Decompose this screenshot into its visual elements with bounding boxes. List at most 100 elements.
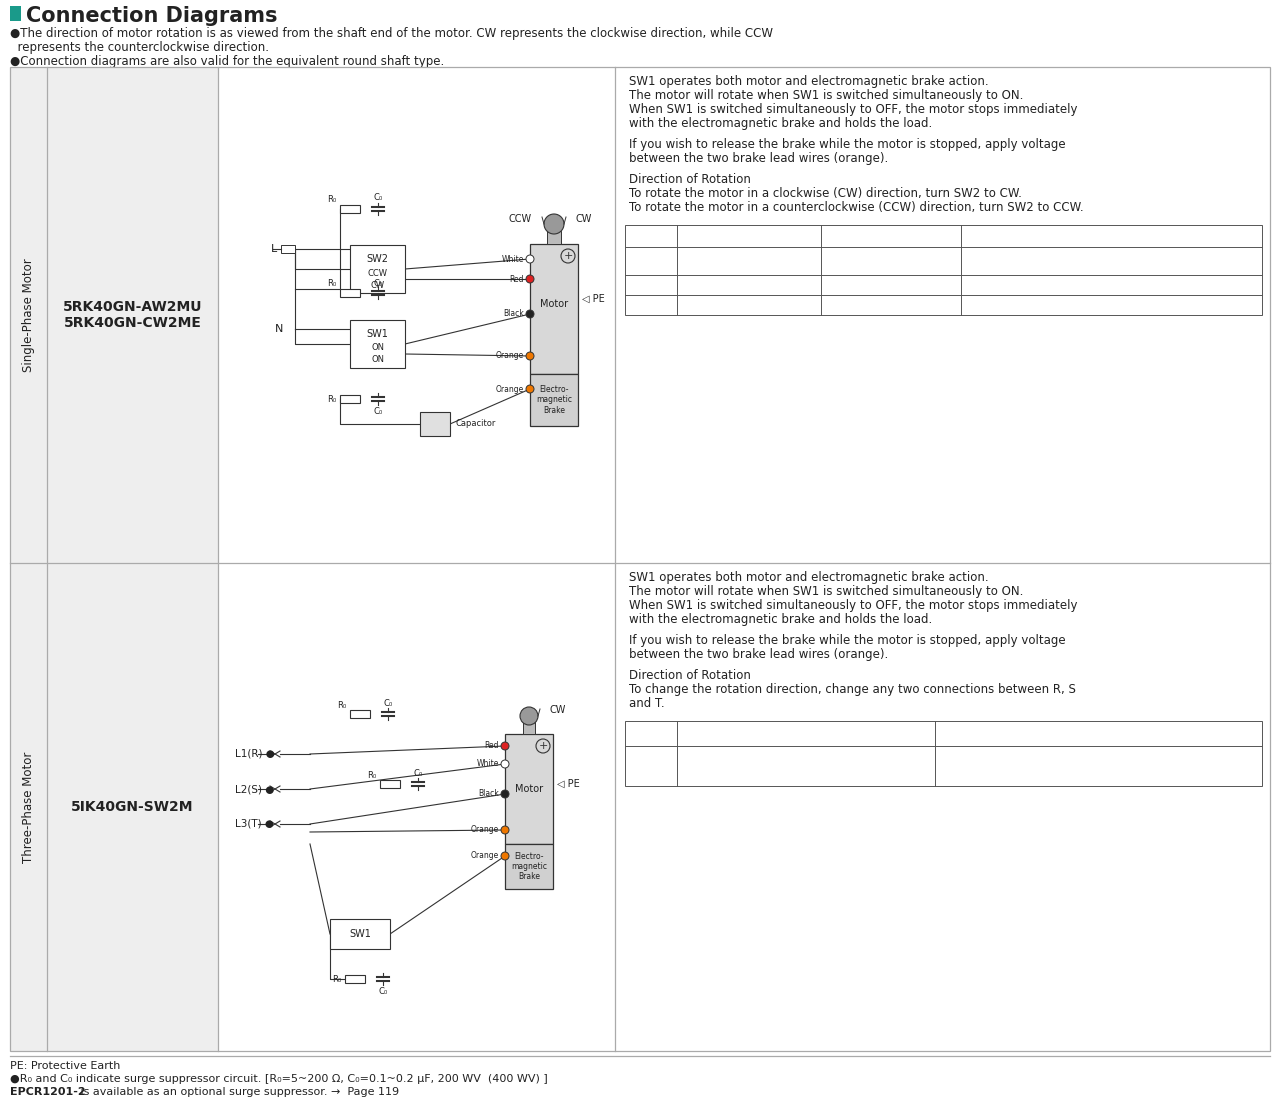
Text: CCW: CCW (367, 269, 388, 278)
Bar (506, 734, 553, 844)
Text: Electro-
magnetic
Brake: Electro- magnetic Brake (536, 385, 572, 415)
Circle shape (544, 214, 564, 234)
Circle shape (526, 255, 534, 263)
Bar (346, 975, 365, 982)
Text: C₀: C₀ (413, 769, 422, 778)
Text: To change the rotation direction, change any two connections between R, S: To change the rotation direction, change… (628, 683, 1076, 696)
Text: C₀: C₀ (384, 698, 393, 707)
Text: C₀: C₀ (374, 192, 383, 201)
Bar (625, 721, 1262, 786)
Text: +: + (563, 251, 572, 261)
Bar (340, 289, 360, 297)
Text: SW1: SW1 (349, 929, 371, 939)
Text: When SW1 is switched simultaneously to OFF, the motor stops immediately: When SW1 is switched simultaneously to O… (628, 103, 1078, 116)
Text: Direction of Rotation: Direction of Rotation (628, 173, 751, 186)
Text: Single-Phase
110/115 VAC Input: Single-Phase 110/115 VAC Input (700, 251, 797, 272)
Text: ●The direction of motor rotation is as viewed from the shaft end of the motor. C: ●The direction of motor rotation is as v… (10, 27, 773, 40)
Circle shape (526, 275, 534, 283)
Text: Motor: Motor (515, 784, 543, 794)
Bar (380, 780, 399, 788)
Bar (625, 225, 1262, 316)
Text: L3(T) ●: L3(T) ● (236, 819, 274, 829)
Circle shape (520, 707, 538, 725)
Text: The motor will rotate when SW1 is switched simultaneously to ON.: The motor will rotate when SW1 is switch… (628, 585, 1024, 598)
Circle shape (526, 385, 534, 393)
Text: Specifications: Specifications (769, 728, 842, 739)
Text: Orange: Orange (495, 351, 524, 360)
Text: CW: CW (549, 705, 566, 715)
Text: 125 VAC 5 A minimum: 125 VAC 5 A minimum (690, 280, 808, 290)
Text: and T.: and T. (628, 697, 664, 709)
Text: Note: Note (1087, 728, 1111, 739)
Text: Black: Black (479, 790, 499, 799)
Text: with the electromagnetic brake and holds the load.: with the electromagnetic brake and holds… (628, 117, 932, 130)
Text: ●Connection diagrams are also valid for the equivalent round shaft type.: ●Connection diagrams are also valid for … (10, 55, 444, 68)
Bar (530, 374, 579, 426)
Bar (340, 205, 360, 213)
Text: C₀: C₀ (374, 406, 383, 415)
Text: Motor: Motor (540, 299, 568, 309)
Text: Switched Simultaneously: Switched Simultaneously (1046, 280, 1178, 290)
Text: Note: Note (1100, 256, 1124, 266)
Text: SW1 operates both motor and electromagnetic brake action.: SW1 operates both motor and electromagne… (628, 571, 988, 584)
Text: Red: Red (509, 274, 524, 283)
Bar (330, 919, 390, 949)
Text: R₀: R₀ (328, 280, 337, 289)
Text: between the two brake lead wires (orange).: between the two brake lead wires (orange… (628, 152, 888, 164)
Bar (340, 395, 360, 403)
Text: The motor will rotate when SW1 is switched simultaneously to ON.: The motor will rotate when SW1 is switch… (628, 90, 1024, 102)
Text: 250 VAC 5 A minimum
(Inductive Load): 250 VAC 5 A minimum (Inductive Load) (748, 755, 864, 777)
Text: R₀: R₀ (333, 975, 342, 984)
Text: ◁ PE: ◁ PE (582, 294, 604, 304)
Text: represents the counterclockwise direction.: represents the counterclockwise directio… (10, 41, 269, 54)
Text: Single-Phase Motor: Single-Phase Motor (22, 258, 35, 372)
Text: C₀: C₀ (374, 279, 383, 288)
Text: CW: CW (576, 214, 593, 224)
Bar (420, 412, 451, 436)
Text: ON: ON (371, 344, 384, 352)
Text: R₀: R₀ (328, 196, 337, 205)
Bar (524, 722, 535, 734)
Text: SW1: SW1 (366, 329, 388, 339)
Text: White: White (476, 760, 499, 769)
Bar (282, 245, 294, 253)
Circle shape (500, 852, 509, 861)
Text: ◁ PE: ◁ PE (557, 779, 580, 789)
Text: (Inductive Load): (Inductive Load) (849, 300, 933, 310)
Text: PE: Protective Earth: PE: Protective Earth (10, 1061, 120, 1071)
Text: L2(S) ●: L2(S) ● (236, 784, 274, 794)
Bar (349, 709, 370, 718)
Text: with the electromagnetic brake and holds the load.: with the electromagnetic brake and holds… (628, 613, 932, 626)
Bar (10, 67, 218, 1051)
Text: between the two brake lead wires (orange).: between the two brake lead wires (orange… (628, 648, 888, 661)
Text: Connection Diagrams: Connection Diagrams (26, 6, 278, 26)
Text: SW2: SW2 (366, 254, 389, 264)
Circle shape (526, 352, 534, 360)
Bar (349, 320, 404, 368)
Text: Single-Phase
220/230 VAC Input: Single-Phase 220/230 VAC Input (842, 251, 940, 272)
Text: L: L (271, 244, 276, 254)
Text: R₀: R₀ (338, 700, 347, 709)
Text: If you wish to release the brake while the motor is stopped, apply voltage: If you wish to release the brake while t… (628, 634, 1066, 647)
Text: N: N (275, 325, 283, 333)
Text: CW: CW (370, 281, 384, 290)
Text: —: — (1106, 300, 1116, 310)
Text: C₀: C₀ (379, 987, 388, 996)
Text: Orange: Orange (495, 385, 524, 394)
Text: +: + (539, 741, 548, 751)
Text: CCW: CCW (509, 214, 532, 224)
Bar (10, 67, 1270, 1051)
Text: ●R₀ and C₀ indicate surge suppressor circuit. [R₀=5~200 Ω, C₀=0.1~0.2 μF, 200 WV: ●R₀ and C₀ indicate surge suppressor cir… (10, 1074, 548, 1084)
Bar (10, 6, 20, 21)
Text: 5IK40GN-SW2M: 5IK40GN-SW2M (72, 800, 193, 814)
Bar (506, 844, 553, 888)
Text: Orange: Orange (471, 852, 499, 861)
Bar (547, 231, 561, 244)
Text: SW1 operates both motor and electromagnetic brake action.: SW1 operates both motor and electromagne… (628, 75, 988, 88)
Bar (530, 244, 579, 374)
Text: (Inductive Load): (Inductive Load) (707, 300, 791, 310)
Text: When SW1 is switched simultaneously to OFF, the motor stops immediately: When SW1 is switched simultaneously to O… (628, 599, 1078, 612)
Text: SW2: SW2 (639, 300, 663, 310)
Text: ON: ON (371, 356, 384, 365)
Circle shape (526, 310, 534, 318)
